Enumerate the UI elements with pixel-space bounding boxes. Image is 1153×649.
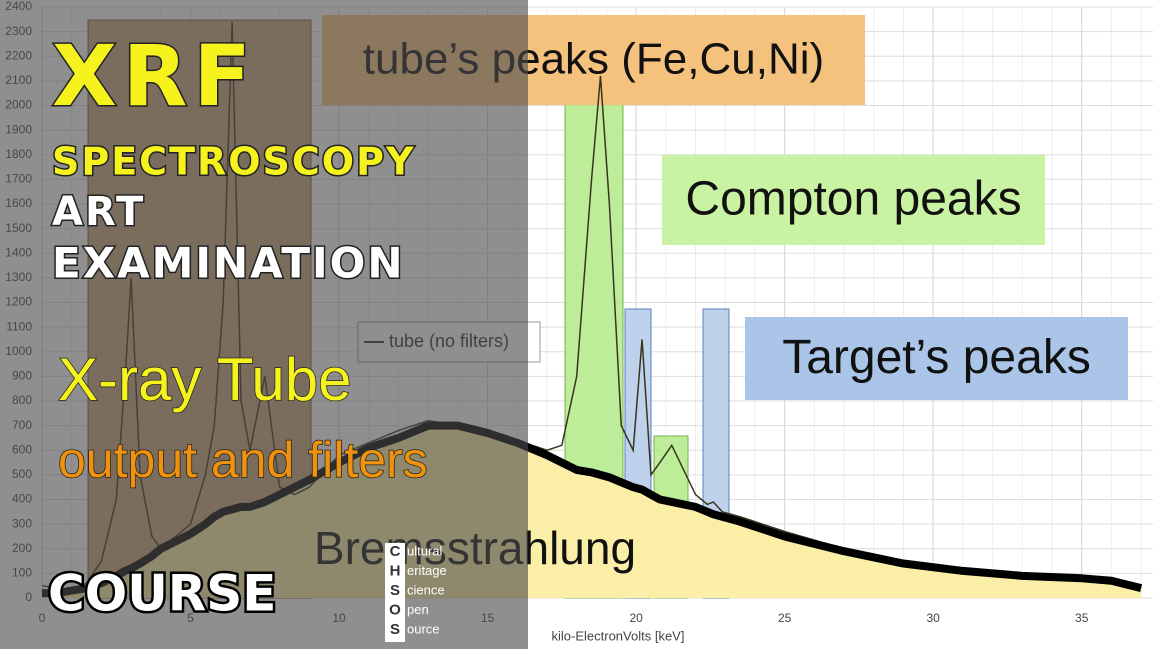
logo-word: pen [407,602,429,617]
heading-line: ART [52,189,145,235]
topic: X-ray Tube [58,346,351,413]
course: COURSE [48,565,276,623]
logo-letter: S [390,582,400,599]
logo-word: ultural [407,543,443,558]
x-tick-label: 20 [629,611,643,625]
logo-letter: S [390,621,400,638]
heading-line: EXAMINATION [52,239,405,288]
dark-overlay [0,0,528,649]
annotation-box [662,155,1045,245]
title: XRF [52,27,257,125]
annotation: Compton peaks [685,173,1021,226]
logo-letter: H [390,562,401,579]
logo-letter: C [390,543,401,560]
x-axis-label: kilo-ElectronVolts [keV] [552,628,685,643]
topic-sub: output and filters [58,432,428,488]
annotation-box [745,317,1128,400]
logo-word: cience [407,582,445,597]
annotation: Target’s peaks [782,331,1091,384]
logo-letter: O [389,601,401,618]
x-tick-label: 25 [778,611,792,625]
logo-bar [385,543,405,642]
logo-word: eritage [407,563,447,578]
x-tick-label: 35 [1075,611,1089,625]
x-tick-label: 30 [926,611,940,625]
subtitle: SPECTROSCOPY [52,140,415,184]
logo-word: ource [407,621,440,636]
